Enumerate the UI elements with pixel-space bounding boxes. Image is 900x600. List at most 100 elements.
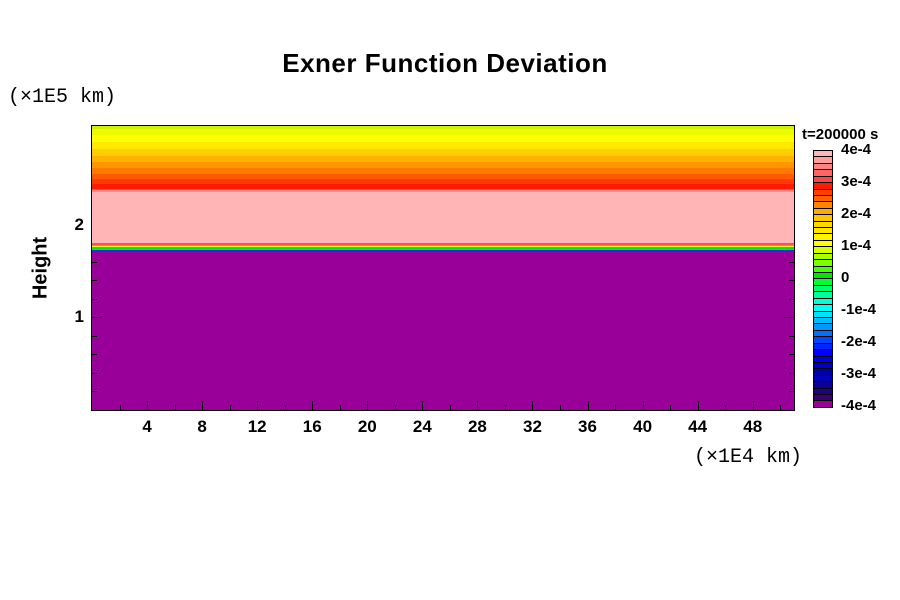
colorbar-segment (814, 330, 832, 338)
contour-band (92, 243, 794, 245)
y-axis-tick-label: 1 (74, 307, 84, 327)
colorbar-segment (814, 228, 832, 235)
contour-band (92, 192, 794, 243)
colorbar-tick-label: -2e-4 (841, 333, 877, 350)
x-axis-tick-label: 16 (302, 417, 322, 436)
colorbar-segment (814, 273, 832, 280)
colorbar-tick-label: 4e-4 (841, 141, 872, 158)
x-axis-minor-tick (450, 405, 451, 410)
contour-band (92, 184, 794, 189)
contour-plot-area (91, 125, 795, 411)
contour-band (92, 250, 794, 251)
y-axis-minor-tick (92, 299, 97, 300)
colorbar-segment (814, 176, 832, 184)
colorbar-segment (814, 356, 832, 363)
y-axis-minor-tick (789, 373, 794, 374)
contour-band (92, 189, 794, 190)
colorbar-segment (814, 221, 832, 229)
contour-band (92, 142, 794, 149)
contour-band (92, 156, 794, 162)
x-axis-tick-label: 44 (688, 417, 708, 436)
contour-band (92, 247, 794, 249)
colorbar-segment (814, 382, 832, 389)
x-axis-tick-label: 4 (142, 417, 152, 436)
y-axis-minor-tick (92, 373, 97, 374)
y-axis-minor-tick (789, 354, 794, 355)
colorbar-segment (814, 362, 832, 370)
x-axis-tick-label: 8 (197, 417, 207, 436)
x-axis-minor-tick (120, 405, 121, 410)
x-axis-tick-label: 48 (743, 417, 763, 436)
colorbar-segment (814, 202, 832, 209)
contour-band (92, 149, 794, 156)
colorbar-segment (814, 240, 832, 248)
colorbar-segment (814, 151, 832, 158)
contour-band (92, 179, 794, 184)
colorbar-segment (814, 311, 832, 318)
y-axis-minor-tick (789, 262, 794, 263)
colorbar-tick-label: 2e-4 (841, 205, 872, 222)
colorbar-segment (814, 157, 832, 164)
x-axis-tick-label: 28 (467, 417, 487, 436)
y-axis-minor-tick (92, 336, 97, 337)
x-axis-major-tick (753, 401, 754, 410)
colorbar-segment (814, 215, 832, 222)
colorbar-tick-label: 1e-4 (841, 237, 872, 254)
colorbar-tick-label: -3e-4 (841, 365, 877, 382)
x-axis-major-tick (532, 401, 533, 410)
x-axis-major-tick (698, 401, 699, 410)
x-axis-tick-label: 12 (247, 417, 267, 436)
colorbar-tick-label: 3e-4 (841, 173, 872, 190)
y-axis-minor-tick (789, 336, 794, 337)
x-axis-minor-tick (230, 405, 231, 410)
contour-band (92, 126, 794, 129)
colorbar-segment (814, 260, 832, 267)
contour-band (92, 129, 794, 135)
chart-title: Exner Function Deviation (282, 48, 608, 78)
contour-band (92, 168, 794, 174)
colorbar-segment (814, 388, 832, 396)
colorbar-segment (814, 401, 832, 407)
colorbar-segment (814, 183, 832, 190)
x-axis-major-tick (477, 401, 478, 410)
y-axis-unit-label: (×1E5 km) (8, 86, 117, 109)
x-axis-major-tick (367, 401, 368, 410)
x-axis-unit-label: (×1E4 km) (694, 446, 803, 469)
colorbar-segment (814, 253, 832, 261)
x-axis-tick-label: 24 (412, 417, 432, 436)
colorbar-segment (814, 305, 832, 312)
colorbar-segment (814, 343, 832, 351)
contour-band (92, 251, 794, 410)
x-axis-minor-tick (285, 405, 286, 410)
colorbar-segment (814, 350, 832, 357)
x-axis-major-tick (643, 401, 644, 410)
contour-band (92, 249, 794, 250)
x-axis-tick-label: 36 (578, 417, 597, 436)
colorbar-segment (814, 266, 832, 274)
colorbar-segment (814, 170, 832, 177)
y-axis-minor-tick (92, 262, 97, 263)
colorbar-segment (814, 292, 832, 299)
colorbar-segment (814, 208, 832, 216)
y-axis-title: Height (29, 236, 52, 300)
colorbar-tick-label: -1e-4 (841, 301, 877, 318)
colorbar-segment (814, 298, 832, 306)
y-axis-major-tick (92, 317, 102, 318)
colorbar-segment (814, 375, 832, 383)
colorbar-segment (814, 234, 832, 241)
colorbar-segment (814, 247, 832, 254)
y-axis-minor-tick (92, 354, 97, 355)
colorbar-segment (814, 285, 832, 293)
x-axis-minor-tick (670, 405, 671, 410)
y-axis-minor-tick (789, 280, 794, 281)
x-axis-minor-tick (395, 405, 396, 410)
colorbar-tick-label: 0 (841, 269, 850, 286)
colorbar-segment (814, 337, 832, 344)
x-axis-major-tick (312, 401, 313, 410)
x-axis-minor-tick (505, 405, 506, 410)
x-axis-tick-label: 32 (523, 417, 542, 436)
colorbar-segment (814, 189, 832, 196)
colorbar-segment (814, 163, 832, 171)
contour-band (92, 135, 794, 142)
